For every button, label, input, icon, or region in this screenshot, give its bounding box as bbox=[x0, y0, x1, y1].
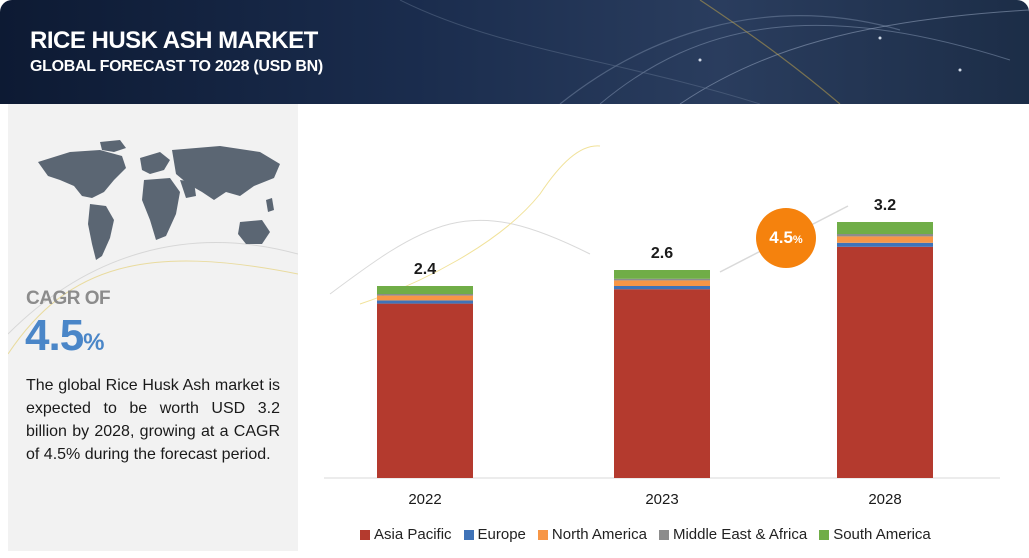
bar-segment-asia-pacific-2028 bbox=[837, 246, 933, 478]
cagr-bubble: 4.5% bbox=[756, 208, 816, 268]
x-tick-label: 2022 bbox=[408, 491, 441, 508]
bar-segment-asia-pacific-2023 bbox=[614, 289, 710, 478]
bar-segment-europe-2022 bbox=[377, 300, 473, 304]
bar-total-label: 3.2 bbox=[874, 197, 896, 214]
bar-segment-north-america-2022 bbox=[377, 295, 473, 301]
legend-swatch bbox=[819, 529, 830, 540]
legend-swatch bbox=[360, 529, 370, 540]
cagr-number: 4.5 bbox=[25, 311, 84, 360]
x-tick-label: 2028 bbox=[868, 491, 901, 508]
bar-segment-middle-east-africa-2023 bbox=[614, 278, 710, 281]
legend-swatch bbox=[658, 529, 669, 540]
cagr-label: CAGR OF bbox=[26, 288, 111, 309]
legend-item: Europe bbox=[463, 526, 526, 543]
cagr-bubble-unit: % bbox=[792, 233, 803, 246]
bar-segment-asia-pacific-2022 bbox=[377, 303, 473, 478]
panel-decoration bbox=[8, 242, 298, 355]
legend-item: North America bbox=[537, 526, 647, 543]
page-subtitle: GLOBAL FORECAST TO 2028 (USD BN) bbox=[30, 58, 323, 75]
cagr-value: 4.5% bbox=[25, 311, 105, 361]
legend-swatch bbox=[463, 529, 474, 540]
cagr-unit: % bbox=[83, 329, 104, 356]
x-tick-label: 2023 bbox=[645, 491, 678, 508]
legend-label: Middle East & Africa bbox=[672, 526, 808, 543]
bar-segment-south-america-2022 bbox=[377, 286, 473, 294]
bar-segment-north-america-2028 bbox=[837, 236, 933, 243]
legend-label: Europe bbox=[477, 526, 526, 543]
legend-label: Asia Pacific bbox=[374, 526, 452, 543]
bar-total-label: 2.6 bbox=[651, 245, 673, 262]
bar-segment-south-america-2028 bbox=[837, 222, 933, 234]
legend-label: North America bbox=[551, 526, 647, 543]
bar-segment-north-america-2023 bbox=[614, 280, 710, 286]
legend-item: Middle East & Africa bbox=[658, 526, 808, 543]
chart-legend: Asia Pacific Europe North America Middle Ea… bbox=[360, 526, 931, 543]
legend-swatch bbox=[537, 529, 548, 540]
legend-item: South America bbox=[819, 526, 931, 543]
summary-panel: CAGR OF 4.5% The global Rice Husk Ash ma… bbox=[8, 104, 298, 551]
cagr-bubble-value: 4.5 bbox=[769, 228, 793, 247]
world-map-icon bbox=[38, 140, 280, 260]
bar-segment-europe-2023 bbox=[614, 286, 710, 290]
page-title: RICE HUSK ASH MARKET bbox=[30, 27, 318, 54]
bar-segment-europe-2028 bbox=[837, 242, 933, 247]
stacked-bar-chart: 2.4 2022 2.6 2023 3.2 2028 bbox=[324, 145, 1000, 508]
legend-item: Asia Pacific bbox=[360, 526, 452, 543]
bar-segment-middle-east-africa-2022 bbox=[377, 294, 473, 296]
legend-label: South America bbox=[833, 526, 931, 543]
bar-total-label: 2.4 bbox=[414, 261, 436, 278]
header-decoration bbox=[399, 0, 1029, 104]
bar-segment-south-america-2023 bbox=[614, 270, 710, 279]
bar-segment-middle-east-africa-2028 bbox=[837, 234, 933, 237]
header-banner: RICE HUSK ASH MARKET GLOBAL FORECAST TO … bbox=[0, 0, 1029, 104]
market-description: The global Rice Husk Ash market is expec… bbox=[26, 377, 280, 463]
